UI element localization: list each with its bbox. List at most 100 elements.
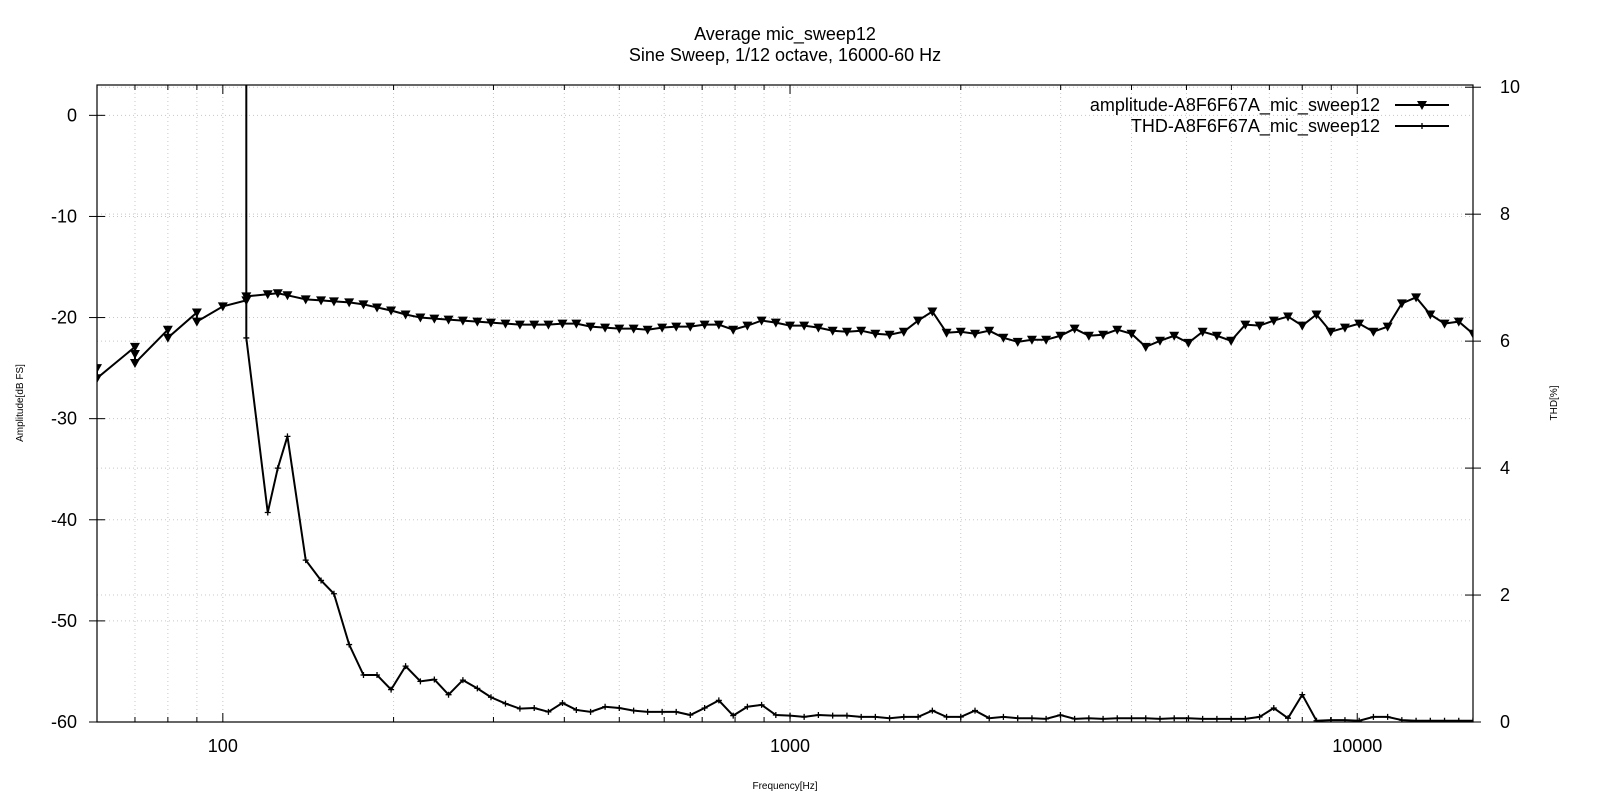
series-line-amplitude xyxy=(97,292,1473,380)
amplitude-point xyxy=(129,349,140,359)
amplitude-point xyxy=(1368,327,1379,337)
thd-point xyxy=(616,705,623,712)
y2-axis-label: THD[%] xyxy=(1549,385,1560,420)
y2-tick-label: 0 xyxy=(1500,712,1510,732)
plot-border xyxy=(96,84,1474,723)
thd-point xyxy=(1085,715,1092,722)
thd-point xyxy=(459,677,466,684)
thd-point xyxy=(829,712,836,719)
amplitude-point xyxy=(1396,299,1407,309)
amplitude-point xyxy=(585,322,596,332)
amplitude-point xyxy=(557,319,568,329)
thd-point xyxy=(1057,712,1064,719)
amplitude-point xyxy=(282,291,293,301)
chart-subtitle: Sine Sweep, 1/12 octave, 16000-60 Hz xyxy=(629,45,941,65)
thd-point xyxy=(431,676,438,683)
amplitude-point xyxy=(742,321,753,331)
amplitude-point xyxy=(372,303,383,313)
y-tick-label: -10 xyxy=(51,206,77,226)
thd-point xyxy=(1256,713,1263,720)
thd-point xyxy=(531,705,538,712)
amplitude-point xyxy=(1126,329,1137,339)
amplitude-point xyxy=(1154,336,1165,346)
thd-point xyxy=(360,672,367,679)
thd-point xyxy=(1128,715,1135,722)
amplitude-point xyxy=(699,320,710,330)
thd-point xyxy=(787,712,794,719)
amplitude-point xyxy=(272,289,283,299)
thd-point xyxy=(602,703,609,710)
x-tick-label: 10000 xyxy=(1332,736,1382,756)
amplitude-point xyxy=(1083,331,1094,341)
thd-point xyxy=(1242,715,1249,722)
thd-point xyxy=(701,705,708,712)
amplitude-point xyxy=(1211,331,1222,341)
thd-point xyxy=(330,590,337,597)
thd-point xyxy=(1341,717,1348,722)
amplitude-point xyxy=(728,325,739,335)
thd-point xyxy=(346,641,353,648)
thd-point xyxy=(388,686,395,693)
plot-area xyxy=(97,85,1473,722)
amplitude-point xyxy=(870,329,881,339)
amplitude-point xyxy=(600,323,611,333)
y-tick-label: -50 xyxy=(51,611,77,631)
thd-point xyxy=(302,557,309,564)
amplitude-point xyxy=(1240,320,1251,330)
thd-point xyxy=(843,712,850,719)
thd-point xyxy=(1185,715,1192,722)
thd-point xyxy=(957,713,964,720)
thd-point xyxy=(502,700,509,707)
thd-point xyxy=(815,712,822,719)
amplitude-point xyxy=(386,306,397,316)
amplitude-point xyxy=(1055,331,1066,341)
thd-point xyxy=(1000,713,1007,720)
amplitude-point xyxy=(1041,335,1052,345)
thd-point xyxy=(1270,705,1277,712)
amplitude-point xyxy=(856,326,867,336)
amplitude-point xyxy=(1069,324,1080,334)
thd-point xyxy=(318,577,325,584)
amplitude-point xyxy=(344,298,355,308)
amplitude-point xyxy=(443,315,454,325)
thd-point xyxy=(986,715,993,722)
amplitude-point xyxy=(543,320,554,330)
axes: 100 1000 10000 0 -10 -20 -30 -40 -50 -60 10 8 6 4 2 0 xyxy=(51,77,1520,756)
y2-tick-label: 8 xyxy=(1500,204,1510,224)
amplitude-point xyxy=(328,297,339,307)
amplitude-point xyxy=(429,314,440,324)
amplitude-point xyxy=(813,323,824,333)
amplitude-point xyxy=(457,316,468,326)
amplitude-point xyxy=(1098,330,1109,340)
amplitude-point xyxy=(1297,321,1308,331)
thd-point xyxy=(1014,715,1021,722)
thd-point xyxy=(1199,715,1206,722)
thd-point xyxy=(886,715,893,722)
amplitude-point xyxy=(614,324,625,334)
thd-point xyxy=(915,713,922,720)
amplitude-point xyxy=(1468,329,1473,339)
thd-point xyxy=(1455,717,1462,722)
series-line-thd xyxy=(245,85,1473,722)
amplitude-point xyxy=(262,290,273,300)
amplitude-point xyxy=(1140,342,1151,352)
amplitude-point xyxy=(162,325,173,335)
amplitude-point xyxy=(1112,325,1123,335)
amplitude-point xyxy=(514,320,525,330)
thd-point xyxy=(516,705,523,712)
amplitude-point xyxy=(642,325,653,335)
amplitude-point xyxy=(941,328,952,338)
thd-point xyxy=(1028,715,1035,722)
amplitude-point xyxy=(657,323,668,333)
amplitude-point xyxy=(970,329,981,339)
legend-label: THD-A8F6F67A_mic_sweep12 xyxy=(1131,116,1380,137)
thd-point xyxy=(1171,715,1178,722)
thd-point xyxy=(1285,715,1292,722)
amplitude-point xyxy=(1325,327,1336,337)
amplitude-point xyxy=(685,322,696,332)
thd-point xyxy=(943,713,950,720)
y-tick-label: -30 xyxy=(51,409,77,429)
thd-point xyxy=(1071,715,1078,722)
thd-point xyxy=(1313,717,1320,722)
thd-point xyxy=(417,678,424,685)
